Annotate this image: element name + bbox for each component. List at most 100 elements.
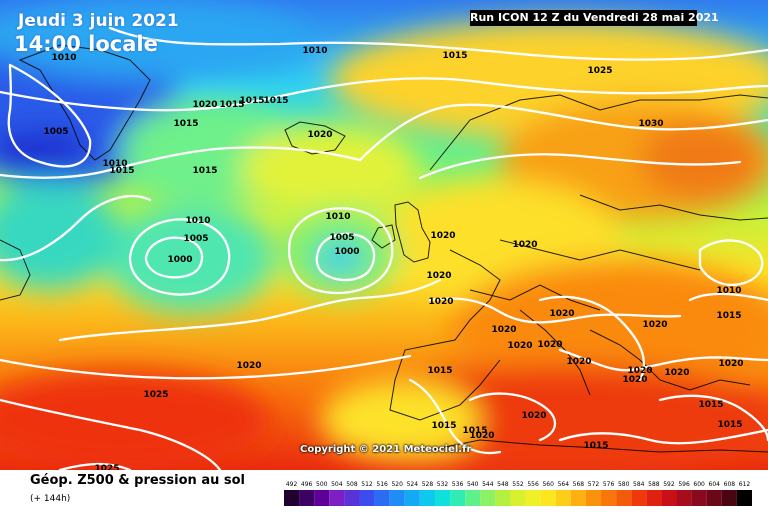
- isobar-label: 1020: [566, 357, 591, 367]
- scale-swatch: [299, 490, 315, 506]
- scale-tick-label: 496: [301, 481, 313, 488]
- scale-swatch: [284, 490, 300, 506]
- scale-swatch: [510, 490, 526, 506]
- scale-tick-label: 580: [618, 481, 630, 488]
- isobar-label: 1015: [431, 421, 456, 431]
- isobar-label: 1020: [521, 411, 546, 421]
- scale-tick-label: 576: [603, 481, 615, 488]
- scale-swatch: [329, 490, 345, 506]
- scale-swatch: [434, 490, 451, 506]
- scale-tick-label: 584: [633, 481, 645, 488]
- copyright-text: Copyright © 2021 Meteociel.fr: [300, 444, 472, 455]
- isobar-label: 1020: [428, 297, 453, 307]
- scale-tick-label: 532: [437, 481, 449, 488]
- isobar-label: 1010: [325, 212, 350, 222]
- scale-tick-label: 596: [678, 481, 690, 488]
- isobar-label: 1020: [537, 340, 562, 350]
- scale-swatch: [646, 490, 662, 506]
- isobar-label: 1020: [718, 359, 743, 369]
- isobar-label: 1020: [469, 431, 494, 441]
- isobar-label: 1020: [307, 130, 332, 140]
- scale-tick-label: 524: [407, 481, 419, 488]
- isobar-label: 1015: [717, 420, 742, 430]
- isobar-label: 1020: [426, 271, 451, 281]
- scale-swatch: [616, 490, 632, 506]
- isobar-label: 1015: [442, 51, 467, 61]
- isobar-label: 1010: [302, 46, 327, 56]
- isobar-label: 1025: [94, 464, 119, 470]
- scale-swatch: [585, 490, 602, 506]
- scale-swatch: [525, 490, 541, 506]
- scale-swatch: [450, 490, 466, 506]
- scale-tick-label: 560: [542, 481, 554, 488]
- scale-tick-label: 528: [422, 481, 434, 488]
- isobar-label: 1005: [43, 127, 68, 137]
- isobar-label: 1020: [549, 309, 574, 319]
- isobar-label: 1000: [334, 247, 359, 257]
- isobar-label: 1020: [512, 240, 537, 250]
- isobar-label: 1020: [622, 375, 647, 385]
- scale-tick-label: 520: [391, 481, 403, 488]
- isobar-label: 1015: [219, 100, 244, 110]
- isobar-label: 1010: [185, 216, 210, 226]
- scale-swatch: [344, 490, 360, 506]
- scale-tick-label: 564: [558, 481, 570, 488]
- scale-swatch: [359, 490, 375, 506]
- scale-tick-label: 568: [573, 481, 585, 488]
- scale-swatch: [495, 490, 511, 506]
- scale-tick-label: 508: [346, 481, 358, 488]
- scale-tick-label: 536: [452, 481, 464, 488]
- scale-tick-label: 540: [467, 481, 479, 488]
- isobar-label: 1020: [642, 320, 667, 330]
- isobar-label: 1020: [192, 100, 217, 110]
- scale-swatch: [465, 490, 481, 506]
- scale-swatch: [601, 490, 617, 506]
- isobar-label: 1015: [462, 426, 487, 436]
- isobar-label: 1020: [507, 341, 532, 351]
- isobar-label: 1025: [143, 390, 168, 400]
- isobar-label: 1010: [51, 53, 76, 63]
- scale-swatch: [540, 490, 556, 506]
- scale-swatch: [721, 490, 737, 506]
- scale-swatch: [404, 490, 420, 506]
- isobar-label: 1015: [583, 441, 608, 451]
- isobar-label: 1015: [263, 96, 288, 106]
- isobar-label: 1015: [239, 96, 264, 106]
- forecast-time: 14:00 locale: [14, 32, 158, 56]
- scale-swatch: [631, 490, 647, 506]
- isobar-label: 1015: [698, 400, 723, 410]
- isobar-label: 1020: [236, 361, 261, 371]
- scale-tick-label: 612: [739, 481, 751, 488]
- map-title: Géop. Z500 & pression au sol: [30, 473, 245, 488]
- isobar-label: 1000: [167, 255, 192, 265]
- scale-swatch: [706, 490, 722, 506]
- scale-swatch: [419, 490, 435, 506]
- scale-tick-label: 500: [316, 481, 328, 488]
- scale-tick-label: 556: [527, 481, 539, 488]
- forecast-date: Jeudi 3 juin 2021: [18, 11, 179, 31]
- scale-swatch: [661, 490, 677, 506]
- scale-swatch: [555, 490, 571, 506]
- scale-swatch: [691, 490, 707, 506]
- isobar-label: 1015: [109, 166, 134, 176]
- isobar-label: 1005: [183, 234, 208, 244]
- scale-tick-label: 600: [693, 481, 705, 488]
- isobar-label: 1020: [664, 368, 689, 378]
- isobar-label: 1020: [627, 366, 652, 376]
- scale-swatch: [314, 490, 330, 506]
- scale-tick-label: 552: [512, 481, 524, 488]
- isobar-label: 1030: [638, 119, 663, 129]
- scale-swatch: [676, 490, 692, 506]
- isobar-label: 1015: [192, 166, 217, 176]
- scale-tick-label: 592: [663, 481, 675, 488]
- isobar-label: 1010: [716, 286, 741, 296]
- scale-swatch: [480, 490, 496, 506]
- isobar-label: 1010: [102, 159, 127, 169]
- isobar-label: 1005: [329, 233, 354, 243]
- isobar-label: 1015: [427, 366, 452, 376]
- run-info-banner: Run ICON 12 Z du Vendredi 28 mai 2021: [470, 10, 719, 26]
- scale-tick-label: 588: [648, 481, 660, 488]
- scale-tick-label: 544: [482, 481, 494, 488]
- isobar-label: 1015: [716, 311, 741, 321]
